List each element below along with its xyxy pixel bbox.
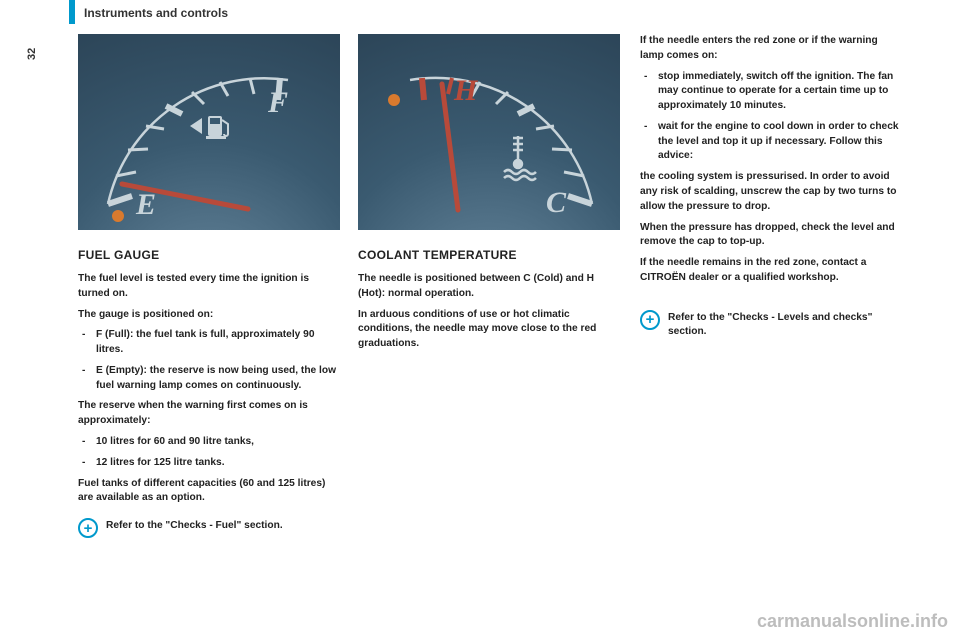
warning-item: stop immediately, switch off the ignitio…	[640, 70, 902, 114]
coolant-gauge-svg	[358, 34, 620, 230]
plus-icon: +	[78, 518, 98, 538]
coolant-heading: COOLANT TEMPERATURE	[358, 248, 620, 262]
coolant-label-c: C	[546, 186, 566, 220]
fuel-item: E (Empty): the reserve is now being used…	[78, 364, 340, 394]
fuel-positioned: The gauge is positioned on:	[78, 308, 340, 323]
coolant-column: COOLANT TEMPERATURE The needle is positi…	[358, 248, 620, 538]
page-tab	[69, 0, 75, 24]
fuel-reserve-item: 10 litres for 60 and 90 litre tanks,	[78, 435, 340, 450]
warning-column: If the needle enters the red zone or if …	[640, 34, 902, 339]
text-columns: FUEL GAUGE The fuel level is tested ever…	[78, 248, 620, 538]
section-title: Instruments and controls	[84, 6, 228, 20]
fuel-reserve-intro: The reserve when the warning first comes…	[78, 399, 340, 429]
fuel-reserve-items: 10 litres for 60 and 90 litre tanks, 12 …	[78, 435, 340, 471]
warning-item: wait for the engine to cool down in orde…	[640, 120, 902, 164]
fuel-ref-text: Refer to the "Checks - Fuel" section.	[106, 518, 283, 533]
coolant-p1: The needle is positioned between C (Cold…	[358, 272, 620, 302]
fuel-items: F (Full): the fuel tank is full, approxi…	[78, 328, 340, 393]
warning-items: stop immediately, switch off the ignitio…	[640, 70, 902, 165]
fuel-ref-row: + Refer to the "Checks - Fuel" section.	[78, 518, 340, 538]
warning-p2: When the pressure has dropped, check the…	[640, 221, 902, 251]
plus-icon: +	[640, 310, 660, 330]
warning-ref-text: Refer to the "Checks - Levels and checks…	[668, 310, 902, 340]
fuel-gauge-svg	[78, 34, 340, 230]
warning-ref-row: + Refer to the "Checks - Levels and chec…	[640, 310, 902, 340]
coolant-gauge-graphic: H C	[358, 34, 620, 230]
watermark: carmanualsonline.info	[757, 611, 948, 632]
fuel-label-f: F	[268, 86, 288, 120]
fuel-item: F (Full): the fuel tank is full, approxi…	[78, 328, 340, 358]
warning-p3: If the needle remains in the red zone, c…	[640, 256, 902, 286]
fuel-intro: The fuel level is tested every time the …	[78, 272, 340, 302]
warning-p1: the cooling system is pressurised. In or…	[640, 170, 902, 214]
warning-intro: If the needle enters the red zone or if …	[640, 34, 902, 64]
gauge-row: F E	[78, 34, 620, 230]
fuel-warning-dot	[112, 210, 124, 222]
fuel-gauge-graphic: F E	[78, 34, 340, 230]
coolant-label-h: H	[454, 74, 477, 108]
fuel-option-note: Fuel tanks of different capacities (60 a…	[78, 477, 340, 507]
fuel-column: FUEL GAUGE The fuel level is tested ever…	[78, 248, 340, 538]
coolant-p2: In arduous conditions of use or hot clim…	[358, 308, 620, 352]
fuel-reserve-item: 12 litres for 125 litre tanks.	[78, 456, 340, 471]
fuel-heading: FUEL GAUGE	[78, 248, 340, 262]
coolant-warning-dot	[388, 94, 400, 106]
page-number: 32	[26, 48, 38, 60]
fuel-label-e: E	[136, 188, 156, 222]
